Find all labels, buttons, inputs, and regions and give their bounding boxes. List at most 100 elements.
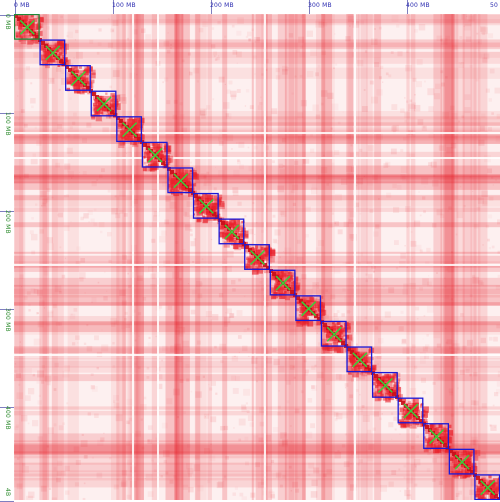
contact-speckle [328,298,331,301]
contact-speckle [88,221,90,223]
contact-speckle [136,74,138,76]
contact-speckle [135,339,137,341]
contact-speckle [198,485,204,491]
contact-speckle [186,379,189,382]
contact-speckle [129,418,133,422]
contact-speckle [341,313,344,316]
contact-speckle [311,366,315,370]
contact-speckle [417,318,419,320]
contact-speckle [86,123,91,128]
contact-speckle [350,463,351,464]
contact-speckle [84,455,88,459]
contact-speckle [236,51,242,57]
contact-speckle [392,125,398,131]
contact-speckle [470,65,473,68]
domain-contact [193,174,199,180]
contact-speckle [411,231,413,233]
contact-speckle [401,311,404,314]
x-tick-label: 400 MB [406,2,430,9]
contact-speckle [220,360,223,363]
contact-speckle [244,295,246,297]
contact-speckle [312,282,319,289]
contact-speckle [391,470,396,475]
contact-speckle [371,38,378,45]
contact-speckle [311,188,317,194]
contact-speckle [43,203,46,206]
contact-speckle [481,113,485,117]
contact-stripe [14,474,500,481]
x-tick-label: 0 MB [14,2,30,9]
contact-speckle [248,415,254,421]
contact-speckle [204,175,207,178]
contact-speckle [80,217,83,220]
contact-speckle [238,142,244,148]
contact-speckle [391,412,393,414]
contact-speckle [394,240,399,245]
domain-contact [474,450,480,456]
contact-speckle [54,388,57,391]
contact-speckle [55,285,62,292]
contact-speckle [281,211,287,217]
contact-speckle [293,203,296,206]
contact-speckle [464,26,465,27]
contact-heatmap[interactable] [14,14,500,500]
contact-speckle [321,167,327,173]
contact-speckle [408,19,415,26]
contact-speckle [24,124,28,128]
contact-speckle [237,202,241,206]
contact-speckle [114,403,120,409]
contact-speckle [437,344,441,348]
contact-speckle [486,225,489,228]
contact-speckle [84,292,85,293]
contact-speckle [244,437,248,441]
contact-speckle [167,32,168,33]
contact-speckle [422,196,425,199]
contact-speckle [405,206,411,212]
contact-speckle [297,257,304,264]
contact-speckle [205,416,206,417]
contact-speckle [122,22,123,23]
contact-speckle [148,425,153,430]
y-tick-label: 100 MB [4,112,11,136]
contact-speckle [24,296,28,300]
domain-contact [488,475,491,478]
contact-speckle [373,271,375,273]
contact-speckle [454,136,457,139]
contact-speckle [34,289,39,294]
contact-speckle [370,451,372,453]
domain-contact [240,231,243,234]
contact-speckle [388,287,394,293]
contact-speckle [232,187,238,193]
contact-speckle [162,346,168,352]
contact-speckle [33,374,36,377]
contact-speckle [462,346,466,350]
contact-speckle [289,466,292,469]
contact-speckle [302,344,303,345]
contact-speckle [399,326,404,331]
contact-speckle [417,59,423,65]
contact-speckle [190,241,195,246]
contact-speckle [346,166,352,172]
contact-speckle [256,381,258,383]
contact-speckle [38,436,43,441]
contact-speckle [460,63,461,64]
domain-contact [224,241,230,247]
contact-speckle [183,411,186,414]
contact-speckle [346,134,351,139]
contact-speckle [408,104,415,111]
contact-speckle [227,308,232,313]
contact-speckle [233,492,236,495]
contact-speckle [426,248,430,252]
contact-speckle [406,190,411,195]
contact-speckle [305,370,309,374]
contact-speckle [79,277,83,281]
contact-speckle [427,282,432,287]
contact-speckle [459,36,462,39]
contact-speckle [334,412,339,417]
contact-speckle [345,433,347,435]
contact-speckle [316,247,322,253]
contact-speckle [359,394,360,395]
contact-speckle [235,376,240,381]
contact-speckle [422,126,427,131]
